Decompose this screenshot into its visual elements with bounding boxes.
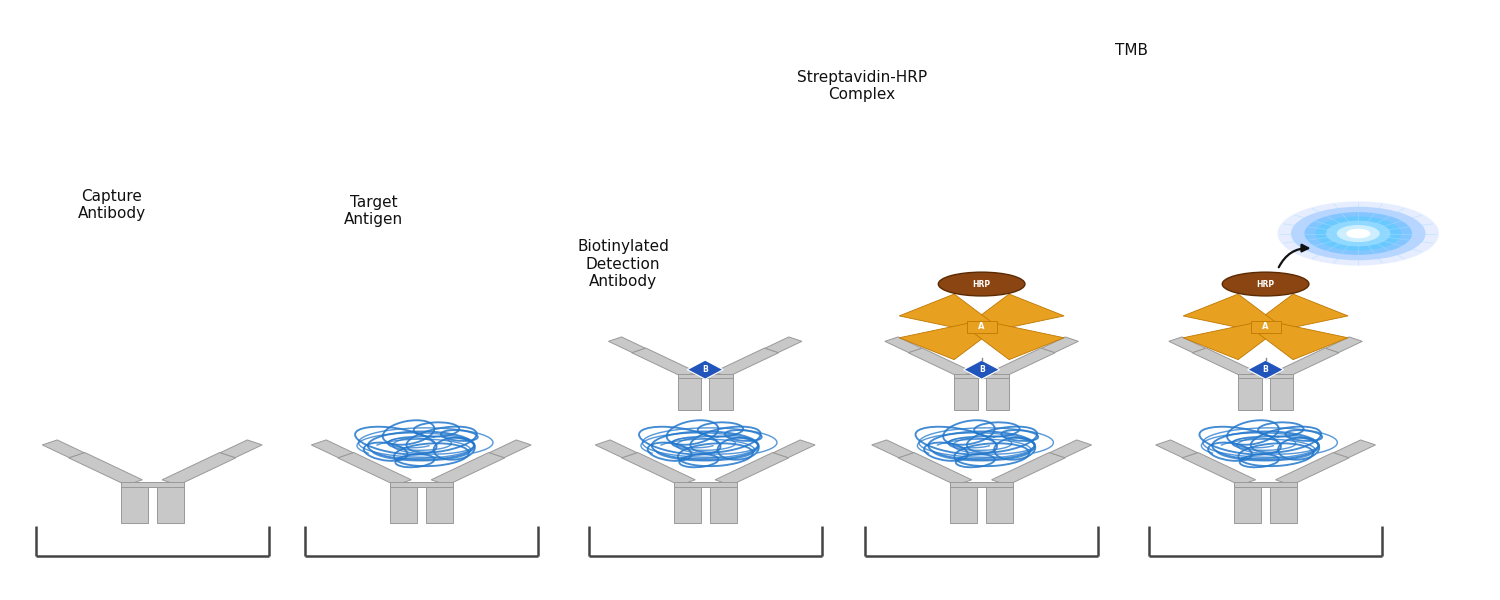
Polygon shape [963,360,999,379]
Polygon shape [1326,337,1362,353]
Polygon shape [338,452,411,485]
Bar [1270,482,1298,523]
Circle shape [1326,221,1390,247]
Text: B: B [702,365,708,374]
Text: TMB: TMB [1114,43,1148,58]
Polygon shape [1275,452,1348,485]
Circle shape [1305,212,1412,255]
Polygon shape [898,294,992,331]
Bar [1238,374,1293,378]
Polygon shape [1155,440,1197,458]
Polygon shape [1248,360,1284,379]
Text: HRP: HRP [972,280,990,289]
Polygon shape [885,337,921,353]
Polygon shape [970,323,1064,359]
Text: Streptavidin-HRP
Complex: Streptavidin-HRP Complex [796,70,927,102]
Text: Target
Antigen: Target Antigen [344,194,404,227]
Polygon shape [220,440,262,458]
Bar [426,482,453,523]
Bar [1251,321,1281,333]
Bar [954,374,978,410]
Polygon shape [632,348,696,377]
Bar [390,482,453,487]
Polygon shape [312,440,352,458]
Polygon shape [871,440,913,458]
Polygon shape [489,440,531,458]
Polygon shape [774,440,814,458]
Polygon shape [765,337,802,353]
Polygon shape [430,452,506,485]
Text: A: A [1263,322,1269,331]
Bar [986,482,1012,523]
Polygon shape [1184,294,1276,331]
Bar [966,321,996,333]
Polygon shape [162,452,236,485]
Polygon shape [990,348,1054,377]
Bar [1234,482,1298,487]
Bar [1238,374,1262,410]
Bar [954,374,1010,378]
Polygon shape [687,360,723,379]
Polygon shape [1256,323,1348,359]
Polygon shape [609,337,645,353]
Polygon shape [1050,440,1092,458]
Bar [674,482,736,487]
Ellipse shape [939,272,1024,296]
Text: Capture
Antibody: Capture Antibody [78,188,146,221]
Bar [678,374,734,378]
Circle shape [1346,229,1371,238]
Bar [674,482,700,523]
Polygon shape [1275,348,1340,377]
Polygon shape [1256,294,1348,331]
Bar [390,482,417,523]
Bar [986,374,1010,410]
Polygon shape [69,452,142,485]
Bar [122,482,147,523]
Bar [122,482,183,487]
Text: HRP: HRP [1257,280,1275,289]
Bar [156,482,183,523]
Polygon shape [898,452,972,485]
Polygon shape [898,323,992,359]
Circle shape [1316,217,1401,251]
Ellipse shape [1222,272,1310,296]
Bar [1269,374,1293,410]
Polygon shape [992,452,1065,485]
Text: B: B [980,365,984,374]
Circle shape [1278,202,1438,266]
Circle shape [1336,225,1380,242]
Bar [710,482,736,523]
Polygon shape [621,452,695,485]
Bar [678,374,700,410]
Polygon shape [1182,452,1256,485]
Circle shape [1292,207,1425,260]
Bar [951,482,976,523]
Text: A: A [978,322,986,331]
Text: B: B [1263,365,1269,374]
Polygon shape [1192,348,1257,377]
Polygon shape [1184,323,1276,359]
Bar [951,482,1012,487]
Polygon shape [714,348,778,377]
Polygon shape [970,294,1064,331]
Polygon shape [1168,337,1206,353]
Polygon shape [908,348,974,377]
Text: Biotinylated
Detection
Antibody: Biotinylated Detection Antibody [578,239,669,289]
Polygon shape [42,440,84,458]
Polygon shape [1334,440,1376,458]
Polygon shape [716,452,789,485]
Bar [710,374,734,410]
Polygon shape [596,440,638,458]
Bar [1234,482,1262,523]
Polygon shape [1041,337,1078,353]
